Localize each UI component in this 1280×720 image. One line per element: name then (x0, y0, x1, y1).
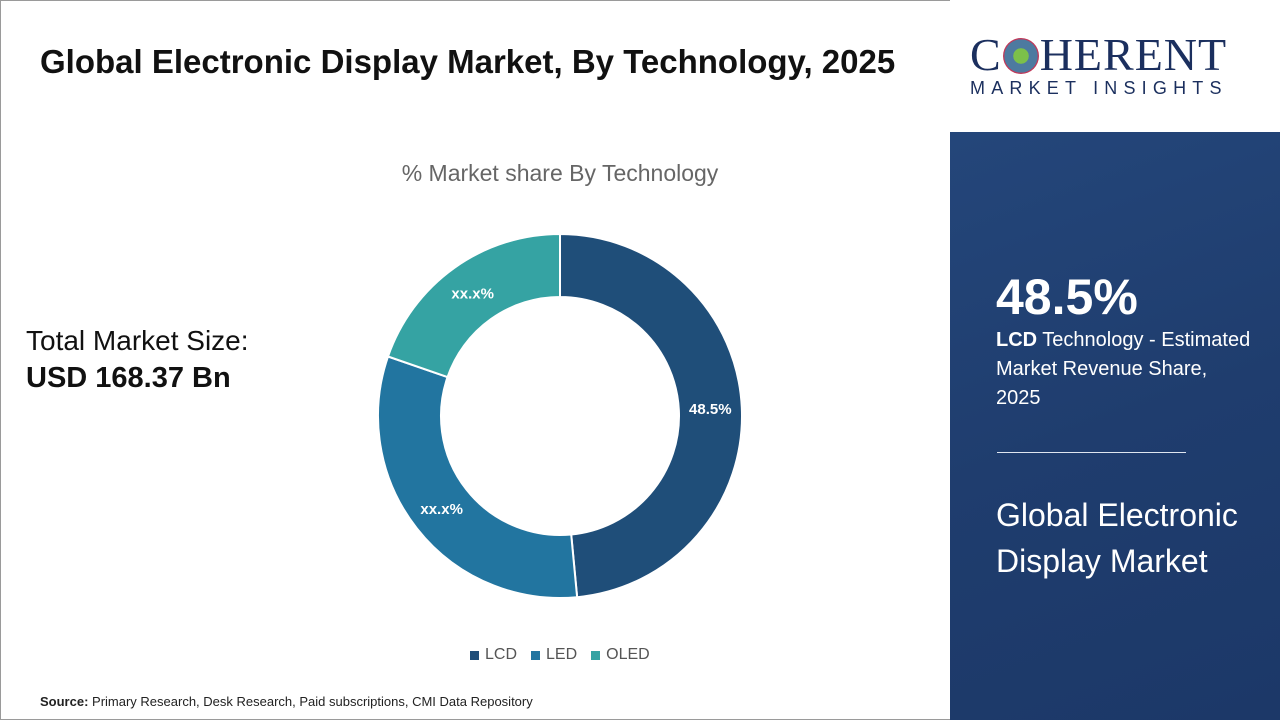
market-size-label: Total Market Size: (26, 325, 249, 356)
legend-item-led: LED (531, 646, 577, 664)
legend-label: LCD (485, 646, 518, 663)
market-name: Global Electronic Display Market (996, 497, 1238, 579)
legend-swatch (470, 650, 479, 660)
divider (997, 452, 1186, 453)
data-label-lcd: 48.5% (689, 401, 732, 418)
donut-slice-lcd (559, 232, 743, 599)
side-panel: 48.5% LCD Technology - Estimated Market … (950, 132, 1280, 720)
source-note: Source: Primary Research, Desk Research,… (40, 694, 533, 709)
legend-item-lcd: LCD (470, 646, 517, 664)
highlight-description: LCD Technology - Estimated Market Revenu… (996, 329, 1251, 409)
logo-tagline: MARKET INSIGHTS (970, 78, 1228, 98)
data-label-led: xx.x% (420, 501, 463, 518)
highlight-value: 48.5% (996, 269, 1138, 325)
globe-icon (1002, 38, 1039, 75)
legend-label: OLED (606, 646, 650, 663)
donut-slice-oled (386, 232, 561, 379)
legend-item-oled: OLED (591, 646, 650, 664)
page-title: Global Electronic Display Market, By Tec… (40, 43, 896, 80)
company-logo: C HERENT MARKET INSIGHTS (950, 0, 1280, 132)
data-label-oled: xx.x% (451, 285, 494, 302)
donut-chart: 48.5% xx.x% xx.x% (377, 232, 743, 599)
logo-wordmark: C HERENT (970, 29, 1228, 80)
legend-label: LED (546, 646, 578, 663)
donut-slice-led (377, 355, 579, 599)
market-size-value: USD 168.37 Bn (26, 362, 231, 394)
chart-title: % Market share By Technology (401, 160, 719, 186)
chart-legend: LCD LED OLED (470, 646, 650, 664)
legend-swatch (531, 650, 541, 660)
source-text: Primary Research, Desk Research, Paid su… (92, 694, 533, 709)
legend-swatch (591, 650, 601, 660)
source-label: Source: (40, 694, 89, 709)
